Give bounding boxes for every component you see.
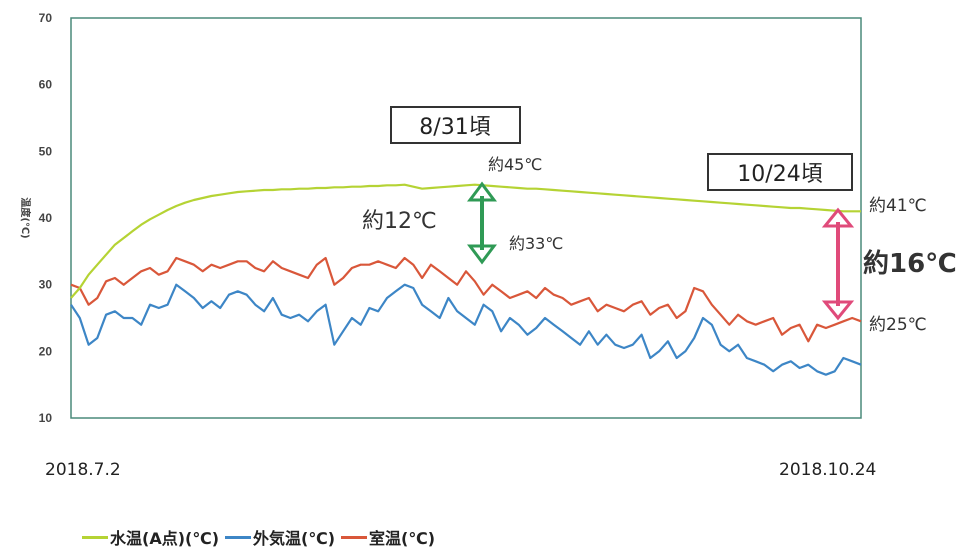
series-line-room-temp	[70, 256, 862, 343]
legend-item-room: 室温(℃)	[341, 525, 435, 549]
annotation-33: 約33℃	[509, 234, 563, 253]
y-tick-label: 50	[39, 144, 53, 158]
legend-label-room: 室温(℃)	[369, 529, 436, 548]
legend-swatch-room	[341, 535, 368, 539]
annotation-25: 約25℃	[869, 315, 927, 335]
y-tick-label: 30	[39, 278, 53, 292]
legend-swatch-outdoor	[225, 535, 252, 539]
annotation-45: 約45℃	[488, 155, 542, 174]
series-line-outdoor-temp	[70, 283, 862, 376]
date-box-1-frame	[390, 106, 521, 144]
x-end-label: 2018.10.24	[779, 460, 876, 480]
date-box-1: 8/31頃	[419, 115, 490, 140]
annotation-41: 約41℃	[869, 196, 927, 216]
legend: 水温(A点)(℃) 外気温(℃) 室温(℃)	[82, 526, 441, 548]
annotation-12: 約12℃	[362, 209, 437, 234]
y-axis-title: 温度(℃)	[19, 197, 32, 238]
legend-label-water: 水温(A点)(℃)	[110, 529, 220, 548]
y-tick-label: 60	[39, 78, 53, 92]
legend-label-outdoor: 外気温(℃)	[253, 529, 336, 548]
y-tick-label: 20	[39, 344, 53, 358]
annotation-16: 約16℃	[863, 248, 957, 279]
difference-arrow-oct	[821, 207, 855, 321]
legend-swatch-water	[82, 535, 108, 539]
x-start-label: 2018.7.2	[45, 460, 121, 480]
plot-frame	[70, 17, 862, 419]
date-box-2-frame	[707, 153, 853, 191]
date-box-2: 10/24頃	[737, 162, 822, 187]
y-tick-label: 70	[39, 11, 53, 25]
difference-arrow-aug	[467, 181, 497, 265]
legend-item-water: 水温(A点)(℃)	[82, 525, 219, 549]
y-tick-label: 10	[39, 411, 53, 425]
legend-item-outdoor: 外気温(℃)	[225, 525, 335, 549]
series-line-water-temp	[70, 183, 861, 299]
y-tick-label: 40	[39, 211, 53, 225]
